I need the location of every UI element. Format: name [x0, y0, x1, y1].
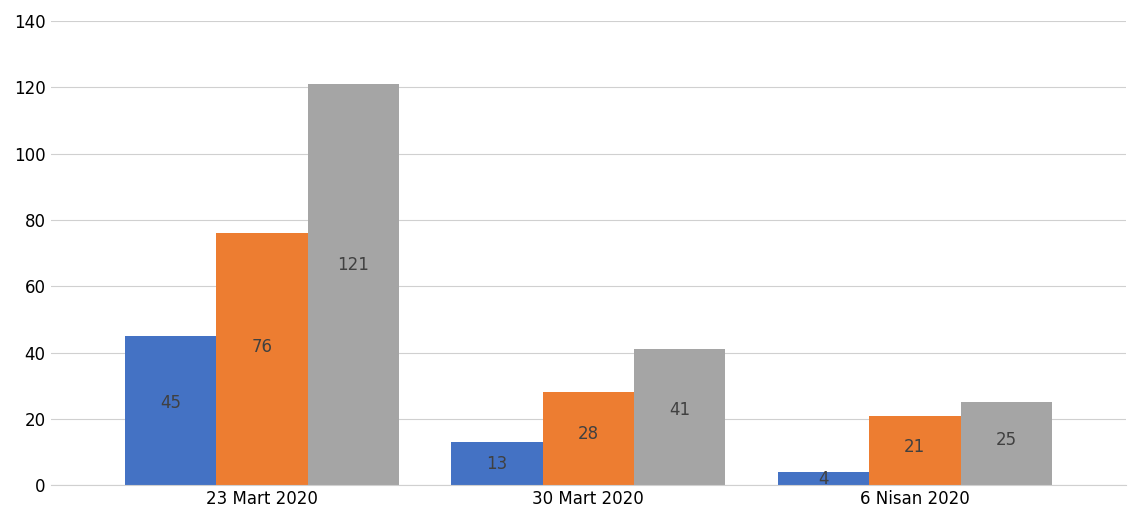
Bar — [543, 393, 634, 485]
Text: 13: 13 — [487, 455, 507, 473]
Text: 4: 4 — [819, 470, 829, 488]
Bar — [217, 233, 308, 485]
Text: 41: 41 — [669, 401, 691, 420]
Text: 21: 21 — [904, 438, 926, 456]
Text: 28: 28 — [578, 425, 598, 443]
Text: 25: 25 — [995, 431, 1017, 448]
Bar — [124, 336, 217, 485]
Bar — [961, 402, 1052, 485]
Bar — [869, 416, 961, 485]
Text: 76: 76 — [251, 338, 272, 355]
Bar — [308, 84, 399, 485]
Bar — [634, 349, 725, 485]
Text: 45: 45 — [160, 394, 181, 412]
Bar — [777, 472, 869, 485]
Text: 121: 121 — [337, 255, 369, 274]
Bar — [451, 442, 543, 485]
